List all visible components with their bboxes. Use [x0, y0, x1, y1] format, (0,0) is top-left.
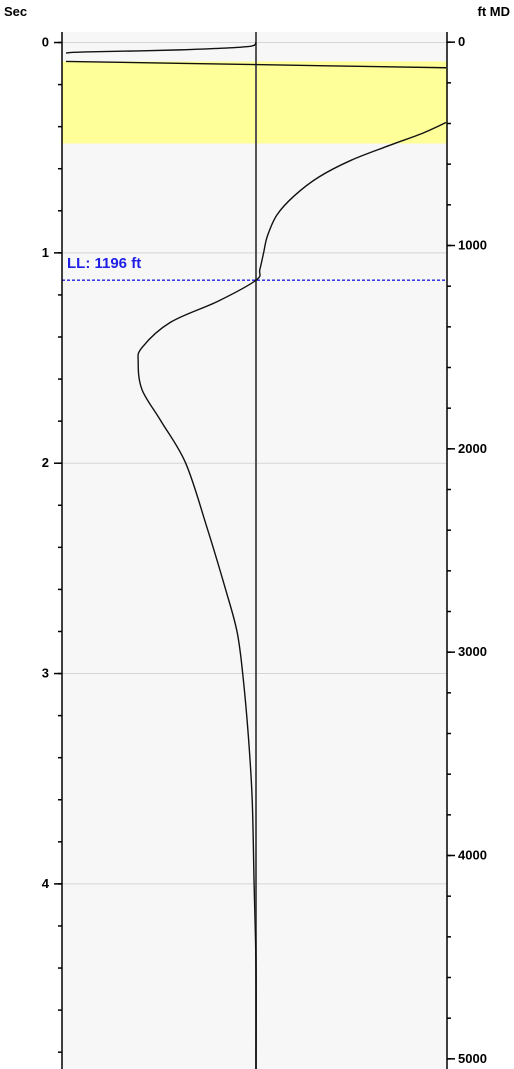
- series-line-3: [137, 121, 447, 1069]
- right-tick-label: 0: [458, 34, 465, 49]
- right-tick-label: 1000: [458, 238, 487, 253]
- left-axis-ticks: 0 1 2 3 4: [42, 35, 62, 1053]
- right-axis-ticks: 0 1000 2000 3000 4000 5000: [447, 34, 487, 1066]
- left-tick-label: 3: [42, 666, 49, 681]
- right-tick-label: 3000: [458, 644, 487, 659]
- marker-group: LL: 1196 ft: [62, 255, 447, 281]
- left-axis-title: Sec: [4, 4, 27, 19]
- right-tick-label: 4000: [458, 848, 487, 863]
- series-group: [65, 41, 447, 1069]
- left-tick-label: 2: [42, 455, 49, 470]
- left-tick-label: 1: [42, 245, 49, 260]
- right-tick-label: 5000: [458, 1051, 487, 1066]
- marker-label: LL: 1196 ft: [67, 255, 141, 272]
- left-tick-label: 0: [42, 35, 49, 50]
- series-line-2: [65, 60, 447, 69]
- grid-lines: [62, 42, 447, 885]
- left-tick-label: 4: [42, 876, 50, 891]
- right-tick-label: 2000: [458, 441, 487, 456]
- right-axis-title: ft MD: [478, 4, 511, 19]
- highlight-band: [62, 61, 447, 144]
- series-line-1: [65, 41, 257, 54]
